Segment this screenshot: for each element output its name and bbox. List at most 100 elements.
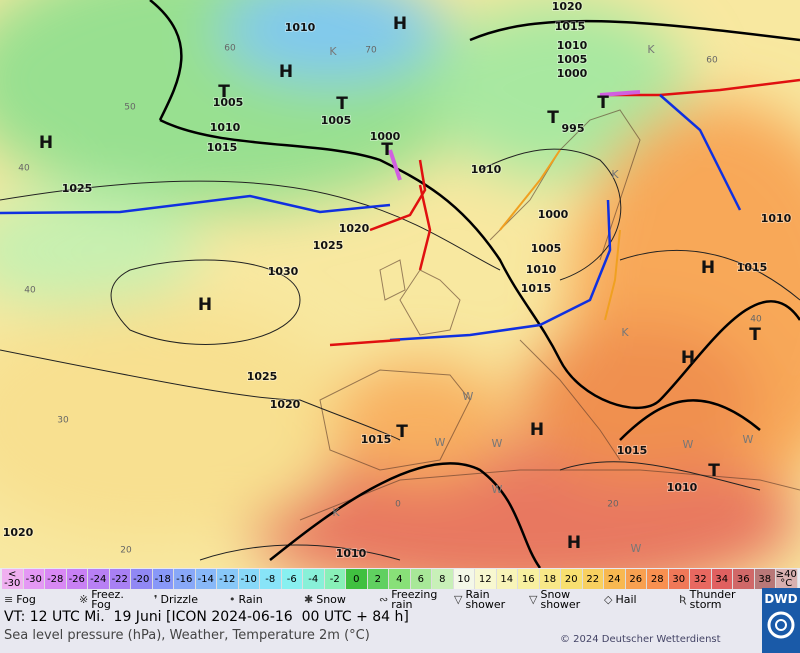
weather-item: ∾ Freezing rain	[379, 589, 454, 610]
weather-item: • Rain	[229, 590, 304, 610]
isobar-label: 1005	[531, 242, 562, 255]
weather-label: Fog	[16, 593, 36, 606]
valid-time: VT: 12 UTC Mi. 19 Juni [ICON 2024-06-16 …	[4, 609, 409, 625]
isobar-label: 1010	[761, 212, 792, 225]
warm-front	[369, 159, 427, 232]
weather-label: Rain	[238, 593, 263, 606]
map-letter: W	[463, 390, 474, 403]
pressure-center: H	[681, 348, 695, 368]
map-labels: 1010102010151010100510001005101010051015…	[2, 0, 793, 561]
weather-icon: ▽	[454, 593, 463, 606]
logo-text: DWD	[764, 592, 798, 606]
scale-cell: 10	[453, 569, 475, 589]
fronts	[0, 78, 800, 347]
pressure-center: H	[567, 533, 581, 553]
map-letter: K	[611, 168, 619, 181]
scale-cell: -8	[260, 569, 282, 589]
weather-icon: Ʀ	[679, 593, 687, 606]
isotherm-label: 40	[18, 164, 30, 174]
trough	[604, 229, 621, 321]
scale-cell: 2	[367, 569, 389, 589]
cold-front	[659, 94, 742, 211]
occlusion	[388, 149, 402, 181]
copyright: © 2024 Deutscher Wetterdienst	[560, 634, 721, 645]
isobar-label: 1000	[557, 67, 588, 80]
weather-icon: ❜	[154, 593, 158, 606]
isotherm-label: 30	[57, 416, 69, 426]
isobar-label: 1010	[471, 163, 502, 176]
map-letter: K	[621, 326, 629, 339]
scale-cell: 4	[389, 569, 411, 589]
scale-cell: -2	[324, 569, 346, 589]
scale-cell: -28	[45, 569, 67, 589]
isotherm-label: 60	[224, 44, 236, 54]
temperature-field	[0, 0, 800, 568]
map-letter: K	[647, 43, 655, 56]
weather-label: Hail	[615, 593, 637, 606]
pressure-center: T	[547, 108, 559, 128]
isobar-label: 1015	[617, 444, 648, 457]
isobar-label: 1020	[552, 0, 583, 13]
isobar-label: 1015	[555, 20, 586, 33]
cold-front	[389, 199, 612, 342]
scale-cell: -20	[131, 569, 153, 589]
isobars	[0, 148, 800, 561]
pressure-center: T	[396, 422, 408, 442]
scale-cell: 6	[410, 569, 432, 589]
logo-icon	[767, 611, 795, 639]
isobar-label: 1030	[268, 265, 299, 278]
isotherm-label: 60	[706, 56, 718, 66]
isobar-label: 1010	[557, 39, 588, 52]
scale-cell: -4	[303, 569, 325, 589]
isobar-label: 1025	[313, 239, 344, 252]
pressure-center: H	[701, 258, 715, 278]
scale-cell: 24	[604, 569, 626, 589]
weather-icon: ▽	[529, 593, 538, 606]
warm-front	[329, 338, 401, 347]
warm-front	[600, 78, 800, 97]
map-letter: W	[492, 437, 503, 450]
weather-label: Thunder storm	[689, 588, 736, 611]
scale-cell: 36	[733, 569, 755, 589]
scale-cell: -22	[109, 569, 131, 589]
pressure-center: T	[597, 93, 609, 113]
scale-cell: 12	[475, 569, 497, 589]
isotherm-label: 70	[365, 46, 377, 56]
scale-cell: -16	[174, 569, 196, 589]
isobar-label: 995	[562, 122, 585, 135]
isobar-label: 1020	[339, 222, 370, 235]
scale-cell: 38	[754, 569, 776, 589]
scale-cell: -6	[281, 569, 303, 589]
pressure-center: H	[393, 14, 407, 34]
scale-cell: 22	[582, 569, 604, 589]
warm-front	[418, 184, 432, 271]
isobar-label: 1015	[361, 433, 392, 446]
weather-label: Freez. Fog	[91, 588, 124, 611]
isotherm-label: 40	[24, 286, 36, 296]
scale-cell: ≥40 °C	[775, 569, 798, 589]
isobar-label: 1010	[210, 121, 241, 134]
weather-label: Drizzle	[160, 593, 198, 606]
scale-cell: < -30	[2, 569, 24, 589]
scale-cell: 18	[539, 569, 561, 589]
scale-cell: 32	[690, 569, 712, 589]
occlusion	[599, 90, 641, 97]
scale-cell: -24	[88, 569, 110, 589]
map-letter: W	[492, 483, 503, 496]
weather-icon: ※	[79, 593, 89, 606]
isobar-label: 1010	[667, 481, 698, 494]
pressure-center: H	[279, 62, 293, 82]
isobar-label: 1025	[247, 370, 278, 383]
isotherm-label: 50	[124, 103, 136, 113]
isotherm-label: 40	[750, 315, 762, 325]
weather-item: ✱ Snow	[304, 590, 379, 610]
weather-item: ▽ Snow shower	[529, 589, 604, 610]
isobar-label: 1015	[207, 141, 238, 154]
map-letter: W	[743, 433, 754, 446]
pressure-center: T	[708, 461, 720, 481]
pressure-center: T	[749, 325, 761, 345]
weather-item: ▽ Rain shower	[454, 589, 529, 610]
isobar-label: 1020	[3, 526, 34, 539]
weather-item: Ʀ Thunder storm	[679, 588, 754, 611]
